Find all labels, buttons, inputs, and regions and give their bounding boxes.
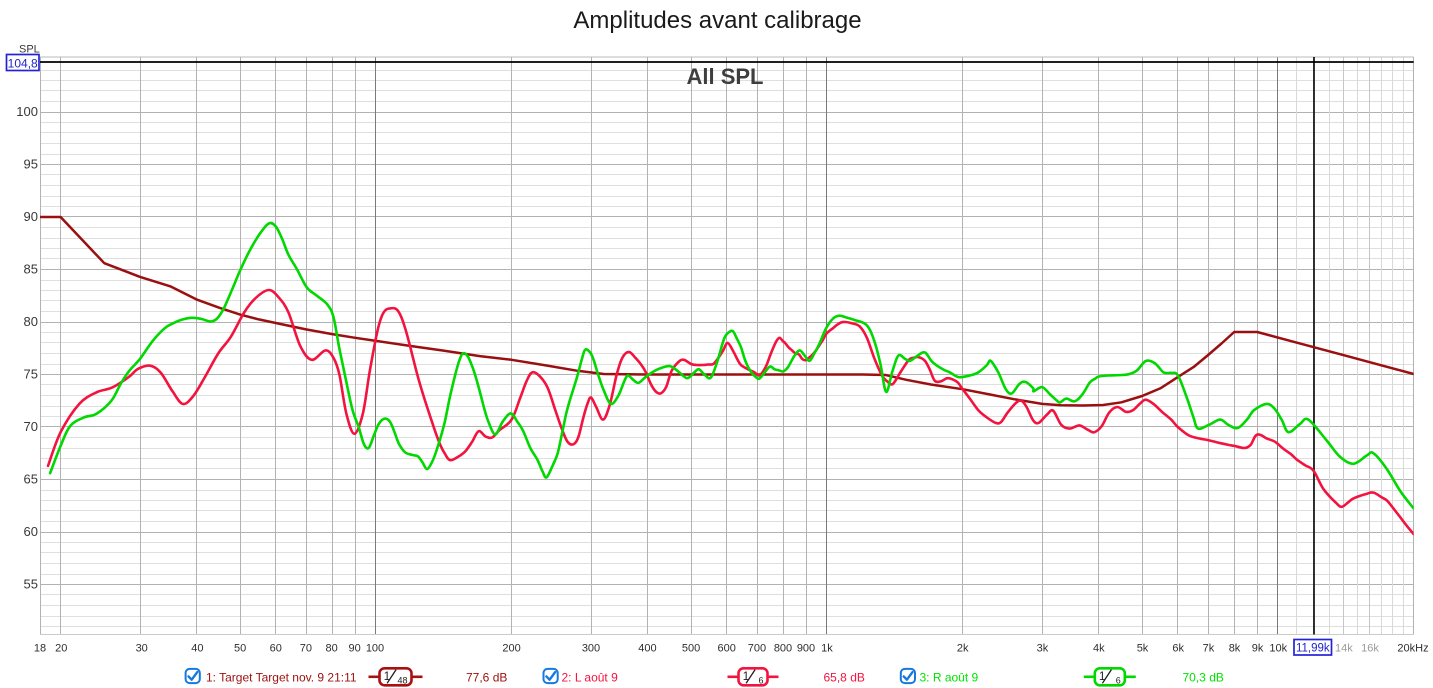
svg-text:85: 85 <box>24 262 38 277</box>
svg-text:600: 600 <box>718 643 736 655</box>
svg-text:10k: 10k <box>1269 643 1287 655</box>
svg-text:95: 95 <box>24 157 38 172</box>
svg-text:20kHz: 20kHz <box>1397 643 1428 655</box>
svg-text:60: 60 <box>24 524 38 539</box>
svg-text:50: 50 <box>234 643 246 655</box>
svg-text:800: 800 <box>774 643 792 655</box>
svg-text:65: 65 <box>24 472 38 487</box>
svg-text:90: 90 <box>24 209 38 224</box>
svg-text:1k: 1k <box>821 643 833 655</box>
svg-text:All SPL: All SPL <box>686 64 763 89</box>
svg-text:11,99k: 11,99k <box>1296 643 1330 655</box>
svg-text:1: Target Target nov. 9 21:11: 1: Target Target nov. 9 21:11 <box>206 670 357 684</box>
svg-text:55: 55 <box>24 577 38 592</box>
svg-text:9k: 9k <box>1252 643 1264 655</box>
svg-text:1: 1 <box>743 671 749 683</box>
svg-text:2k: 2k <box>957 643 969 655</box>
svg-text:6: 6 <box>1116 676 1121 686</box>
svg-text:7k: 7k <box>1203 643 1215 655</box>
svg-text:100: 100 <box>16 104 38 119</box>
svg-text:16k: 16k <box>1361 643 1379 655</box>
svg-text:30: 30 <box>136 643 148 655</box>
svg-text:60: 60 <box>270 643 282 655</box>
svg-text:70: 70 <box>24 419 38 434</box>
svg-text:500: 500 <box>682 643 700 655</box>
svg-text:77,6 dB: 77,6 dB <box>466 670 507 684</box>
svg-text:20: 20 <box>55 643 67 655</box>
svg-text:65,8 dB: 65,8 dB <box>824 670 865 684</box>
svg-text:70,3 dB: 70,3 dB <box>1183 670 1224 684</box>
svg-text:300: 300 <box>582 643 600 655</box>
svg-text:90: 90 <box>348 643 360 655</box>
svg-text:104,8: 104,8 <box>8 57 38 71</box>
svg-text:700: 700 <box>748 643 766 655</box>
svg-text:75: 75 <box>24 367 38 382</box>
svg-text:48: 48 <box>397 676 407 686</box>
svg-text:3: R août 9: 3: R août 9 <box>920 670 979 684</box>
svg-text:Amplitudes avant calibrage: Amplitudes avant calibrage <box>573 7 861 34</box>
svg-text:6: 6 <box>758 676 763 686</box>
svg-text:3k: 3k <box>1037 643 1049 655</box>
svg-text:6k: 6k <box>1172 643 1184 655</box>
svg-text:900: 900 <box>797 643 815 655</box>
svg-text:SPL: SPL <box>19 44 40 56</box>
svg-text:1: 1 <box>384 671 390 683</box>
svg-text:8k: 8k <box>1229 643 1241 655</box>
svg-text:18: 18 <box>34 643 46 655</box>
svg-text:80: 80 <box>24 314 38 329</box>
svg-text:1: 1 <box>1099 671 1105 683</box>
svg-text:400: 400 <box>638 643 656 655</box>
svg-text:80: 80 <box>325 643 337 655</box>
svg-text:14k: 14k <box>1335 643 1353 655</box>
svg-text:5k: 5k <box>1137 643 1149 655</box>
svg-text:40: 40 <box>191 643 203 655</box>
svg-text:4k: 4k <box>1093 643 1105 655</box>
svg-text:200: 200 <box>502 643 520 655</box>
svg-text:2: L août 9: 2: L août 9 <box>562 670 619 684</box>
svg-text:70: 70 <box>300 643 312 655</box>
svg-text:100: 100 <box>366 643 384 655</box>
